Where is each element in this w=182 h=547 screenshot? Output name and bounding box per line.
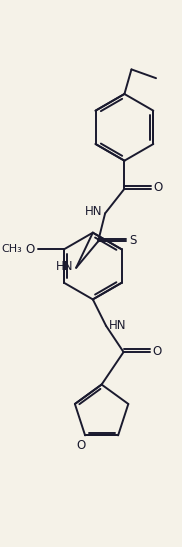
Text: HN: HN — [56, 259, 74, 272]
Text: HN: HN — [85, 205, 102, 218]
Text: S: S — [129, 234, 136, 247]
Text: O: O — [153, 182, 163, 194]
Text: CH₃: CH₃ — [1, 245, 22, 254]
Text: O: O — [153, 345, 162, 358]
Text: O: O — [76, 439, 85, 452]
Text: O: O — [26, 243, 35, 256]
Text: HN: HN — [109, 319, 126, 332]
